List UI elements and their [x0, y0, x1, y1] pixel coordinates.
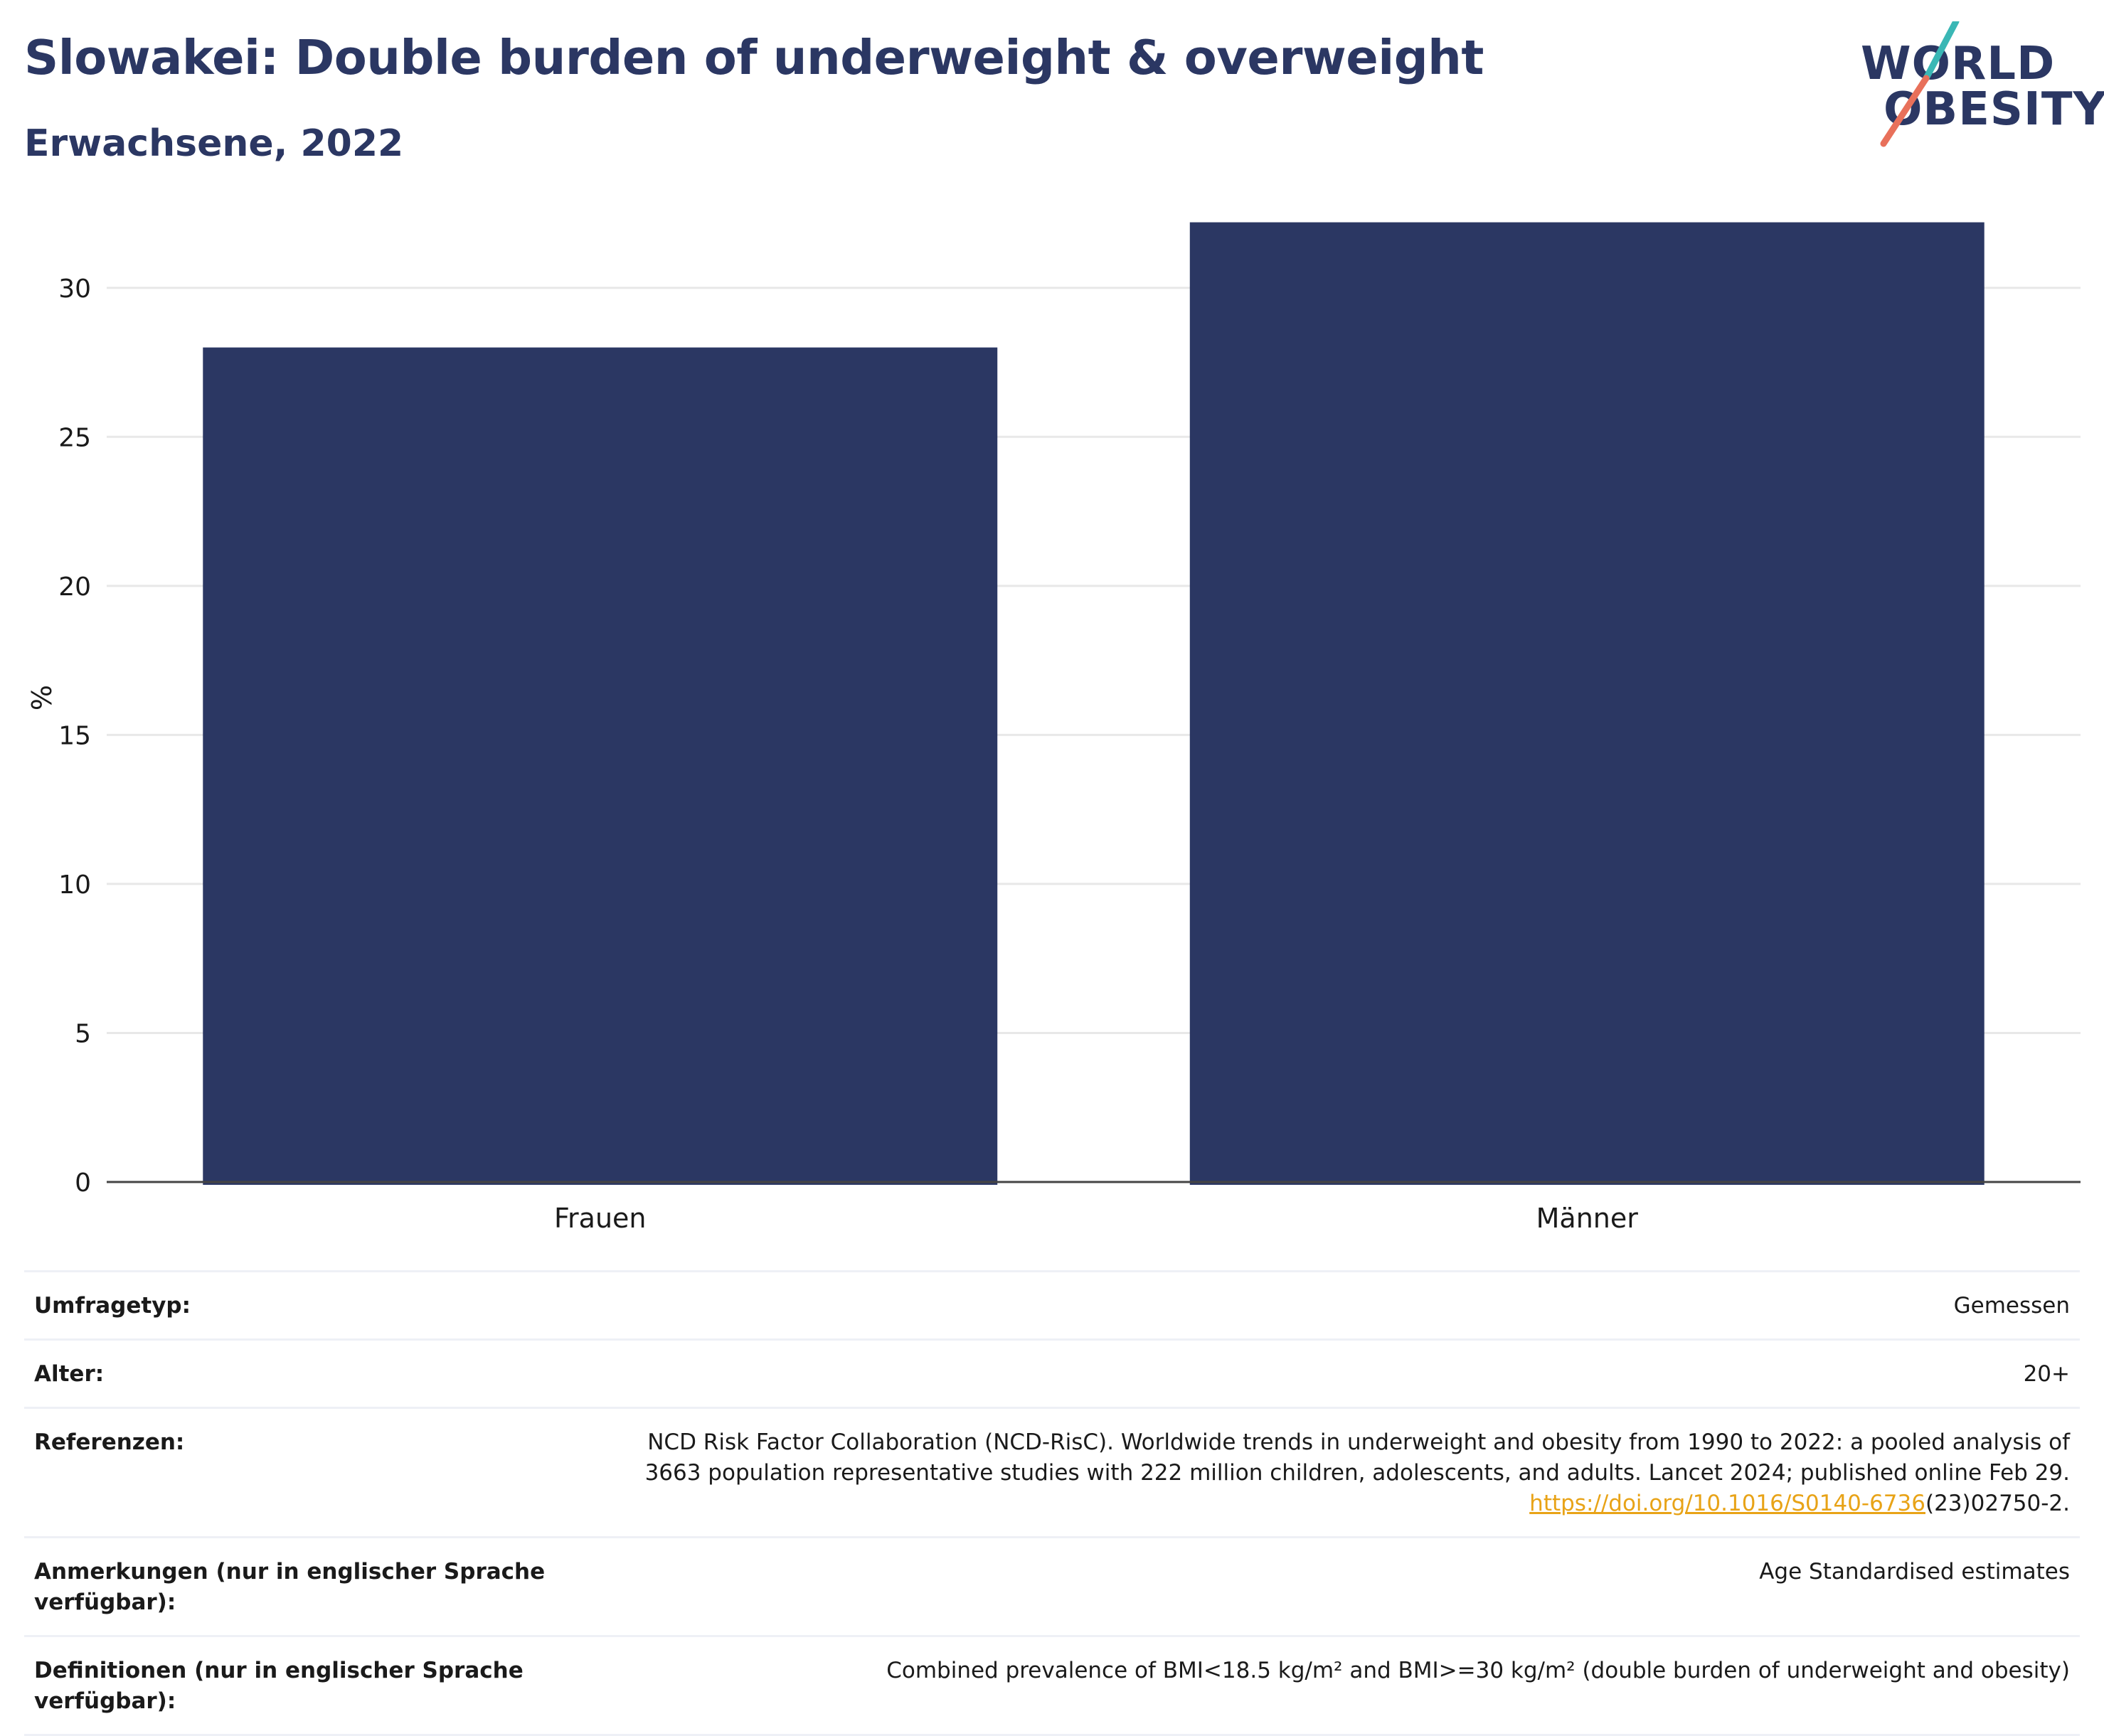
meta-row-notes: Anmerkungen (nur in englischer Sprache v… [24, 1536, 2080, 1635]
y-tick-label: 30 [58, 275, 91, 304]
y-axis-label: % [26, 685, 58, 710]
meta-value: Gemessen [1953, 1293, 2070, 1319]
meta-value: Age Standardised estimates [1759, 1559, 2070, 1585]
world-obesity-logo: WORLD OBESITY [1856, 21, 2104, 149]
x-tick-label: Frauen [554, 1203, 647, 1234]
bar-frauen[interactable] [203, 347, 998, 1185]
meta-value: Combined prevalence of BMI<18.5 kg/m² an… [886, 1658, 2070, 1683]
logo-text-world: WORLD [1861, 38, 2056, 90]
y-tick-label: 25 [58, 423, 91, 452]
chart-subtitle: Erwachsene, 2022 [24, 122, 404, 165]
y-tick-label: 10 [58, 870, 91, 900]
meta-key: Referenzen: [34, 1429, 185, 1455]
logo-slash-icon [1880, 21, 1960, 147]
meta-key: Umfragetyp: [34, 1293, 191, 1319]
x-tick-label: Männer [1536, 1203, 1639, 1234]
bar-chart: 0 5 10 15 20 25 30 Frauen Männer % [26, 222, 2081, 1234]
reference-line-2: 3663 population representative studies w… [644, 1460, 2070, 1486]
y-tick-labels: 0 5 10 15 20 25 30 [58, 275, 91, 1198]
chart-title: Slowakei: Double burden of underweight &… [24, 30, 1484, 85]
meta-key: Alter: [34, 1361, 105, 1387]
y-tick-label: 15 [58, 721, 91, 750]
meta-row-references: Referenzen: NCD Risk Factor Collaboratio… [24, 1407, 2080, 1536]
meta-key: Anmerkungen (nur in englischer Sprache v… [34, 1559, 546, 1615]
y-tick-label: 0 [75, 1168, 91, 1198]
y-tick-label: 20 [58, 573, 91, 602]
x-tick-labels: Frauen Männer [554, 1203, 1638, 1234]
meta-value: NCD Risk Factor Collaboration (NCD-RisC)… [645, 1427, 2070, 1519]
meta-row-age: Alter: 20+ [24, 1338, 2080, 1407]
meta-key: Definitionen (nur in englischer Sprache … [34, 1658, 524, 1714]
meta-value: 20+ [2023, 1361, 2070, 1387]
doi-suffix: (23)02750-2. [1925, 1491, 2070, 1516]
meta-row-definitions: Definitionen (nur in englischer Sprache … [24, 1635, 2080, 1736]
bar-m-nner[interactable] [1189, 222, 1985, 1186]
doi-link[interactable]: https://doi.org/10.1016/S0140-6736 [1529, 1491, 1925, 1516]
meta-row-survey-type: Umfragetyp: Gemessen [24, 1270, 2080, 1338]
metadata-table: Umfragetyp: Gemessen Alter: 20+ Referenz… [24, 1270, 2080, 1736]
bars [203, 222, 1985, 1186]
reference-line-1: NCD Risk Factor Collaboration (NCD-RisC)… [647, 1429, 2070, 1455]
reference-line-3: https://doi.org/10.1016/S0140-6736(23)02… [645, 1489, 2070, 1519]
y-tick-label: 5 [75, 1019, 91, 1048]
logo-text-obesity: OBESITY [1883, 83, 2104, 136]
